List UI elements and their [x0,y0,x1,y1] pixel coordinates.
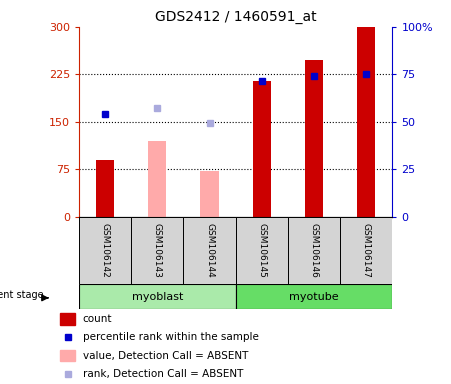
Text: GSM106143: GSM106143 [153,223,162,278]
Text: GSM106145: GSM106145 [257,223,266,278]
Text: development stage: development stage [0,290,43,300]
Bar [131,217,184,284]
Text: GSM106147: GSM106147 [362,223,371,278]
Bar [79,284,236,309]
Bar [236,284,392,309]
Bar [340,217,392,284]
Bar [305,60,323,217]
Bar [79,217,131,284]
Bar [357,27,375,217]
Bar [60,350,74,361]
Bar [148,141,166,217]
Bar [253,81,271,217]
Text: GSM106146: GSM106146 [309,223,318,278]
Bar [200,171,219,217]
Bar [236,217,288,284]
Text: count: count [83,314,112,324]
Text: GSM106144: GSM106144 [205,223,214,278]
Text: rank, Detection Call = ABSENT: rank, Detection Call = ABSENT [83,369,243,379]
Text: value, Detection Call = ABSENT: value, Detection Call = ABSENT [83,351,248,361]
Bar [96,160,114,217]
Text: percentile rank within the sample: percentile rank within the sample [83,333,258,343]
Text: GSM106142: GSM106142 [101,223,110,278]
Text: myotube: myotube [289,291,339,302]
Bar [288,217,340,284]
Text: myoblast: myoblast [132,291,183,302]
Title: GDS2412 / 1460591_at: GDS2412 / 1460591_at [155,10,317,25]
Bar [60,313,74,325]
Bar [184,217,236,284]
